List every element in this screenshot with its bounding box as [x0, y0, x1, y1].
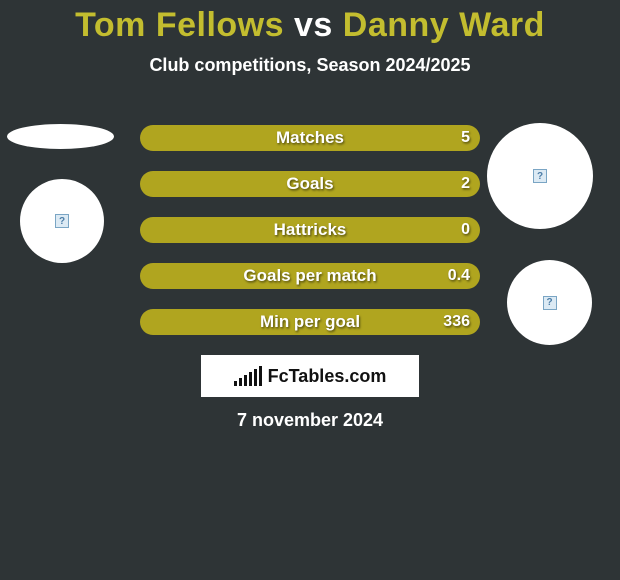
brand-text: FcTables.com	[268, 366, 387, 387]
stat-value: 336	[443, 313, 470, 331]
stat-label: Goals	[286, 174, 333, 194]
stat-value: 5	[461, 129, 470, 147]
stat-row: Hattricks 0	[140, 217, 480, 243]
player-photo-bottom-right: ?	[507, 260, 592, 345]
stat-value: 2	[461, 175, 470, 193]
vs-word: vs	[294, 6, 333, 44]
stat-value: 0.4	[448, 267, 470, 285]
brand-bars-icon	[234, 366, 262, 386]
date-text: 7 november 2024	[0, 410, 620, 431]
page-title: Tom Fellows vs Danny Ward	[0, 0, 620, 45]
image-placeholder-icon: ?	[533, 169, 547, 183]
stat-row: Goals per match 0.4	[140, 263, 480, 289]
stats-container: Matches 5 Goals 2 Hattricks 0 Goals per match 0…	[140, 125, 480, 355]
stat-row: Matches 5	[140, 125, 480, 151]
stat-label: Min per goal	[260, 312, 360, 332]
player2-name: Danny Ward	[343, 6, 545, 44]
stat-row: Goals 2	[140, 171, 480, 197]
player-photo-top-right: ?	[487, 123, 593, 229]
player-photo-left: ?	[20, 179, 104, 263]
player1-name: Tom Fellows	[75, 6, 284, 44]
brand-badge: FcTables.com	[201, 355, 419, 397]
stat-row: Min per goal 336	[140, 309, 480, 335]
subtitle: Club competitions, Season 2024/2025	[0, 55, 620, 76]
stat-value: 0	[461, 221, 470, 239]
image-placeholder-icon: ?	[543, 296, 557, 310]
stat-label: Hattricks	[274, 220, 347, 240]
stat-label: Goals per match	[243, 266, 376, 286]
stat-label: Matches	[276, 128, 344, 148]
decorative-ellipse	[7, 124, 114, 149]
image-placeholder-icon: ?	[55, 214, 69, 228]
